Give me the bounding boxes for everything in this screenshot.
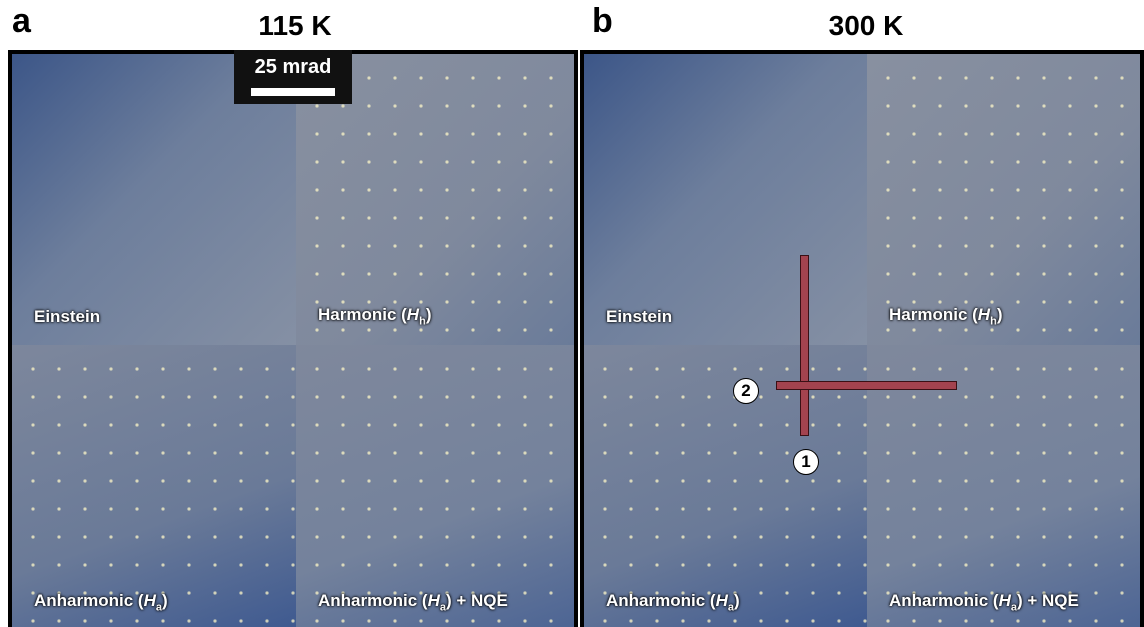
label-suffix: ) + NQE xyxy=(1016,590,1079,610)
quadrant-label: Harmonic (Hh) xyxy=(889,305,1002,327)
label-suffix: ) xyxy=(161,590,168,610)
quadrant: Anharmonic (Ha) xyxy=(12,345,296,627)
quadrant-label: Anharmonic (Ha) xyxy=(34,591,168,613)
label-symbol: H xyxy=(143,590,156,610)
quadrant-label: Anharmonic (Ha) + NQE xyxy=(318,591,508,613)
label-prefix: Anharmonic ( xyxy=(34,590,144,610)
label-subscript: a xyxy=(439,601,446,613)
label-symbol: H xyxy=(715,590,728,610)
panel: Einstein Harmonic (Hh) Anharmonic (Ha) Anha… xyxy=(8,50,578,627)
quadrant-label: Einstein xyxy=(606,307,672,327)
quadrant: Anharmonic (Ha) + NQE xyxy=(296,345,574,627)
scale-line xyxy=(251,88,335,96)
label-prefix: Anharmonic ( xyxy=(889,590,999,610)
label-text: Einstein xyxy=(606,307,673,326)
panel-title: 115 K xyxy=(258,10,332,41)
quadrant-label: Einstein xyxy=(34,307,100,327)
quadrant: Einstein xyxy=(584,54,867,345)
label-prefix: Anharmonic ( xyxy=(606,590,716,610)
marker: 1 xyxy=(793,449,819,475)
label-subscript: a xyxy=(727,601,734,613)
label-symbol: H xyxy=(998,590,1011,610)
panel-letter: a xyxy=(12,2,31,40)
quadrant-label: Harmonic (Hh) xyxy=(318,305,431,327)
scale-text: 25 mrad xyxy=(254,56,332,78)
quadrant: Harmonic (Hh) xyxy=(867,54,1140,345)
label-text: Einstein xyxy=(34,307,101,326)
label-prefix: Anharmonic ( xyxy=(318,590,428,610)
label-suffix: ) xyxy=(996,304,1003,324)
panel-title: 300 K xyxy=(828,10,904,41)
quadrant-label: Anharmonic (Ha) xyxy=(606,591,740,613)
quadrant: Anharmonic (Ha) + NQE xyxy=(867,345,1140,627)
label-subscript: a xyxy=(1010,601,1017,613)
label-suffix: ) xyxy=(425,304,432,324)
label-prefix: Harmonic ( xyxy=(889,304,978,324)
quadrant: Anharmonic (Ha) xyxy=(584,345,867,627)
label-symbol: H xyxy=(427,590,440,610)
label-subscript: h xyxy=(990,315,997,327)
label-symbol: H xyxy=(406,304,420,324)
panel-letter: b xyxy=(592,2,613,40)
line-cut-horizontal xyxy=(776,381,957,390)
scale-bar: 25 mrad xyxy=(234,50,352,104)
label-suffix: ) + NQE xyxy=(445,590,508,610)
label-suffix: ) xyxy=(733,590,740,610)
label-subscript: a xyxy=(155,601,162,613)
label-prefix: Harmonic ( xyxy=(318,304,407,324)
line-cut-vertical xyxy=(800,255,809,436)
label-symbol: H xyxy=(977,304,991,324)
label-subscript: h xyxy=(419,315,426,327)
quadrant-label: Anharmonic (Ha) + NQE xyxy=(889,591,1079,613)
marker: 2 xyxy=(733,378,759,404)
panel: Einstein Harmonic (Hh) Anharmonic (Ha) Anha… xyxy=(580,50,1144,627)
